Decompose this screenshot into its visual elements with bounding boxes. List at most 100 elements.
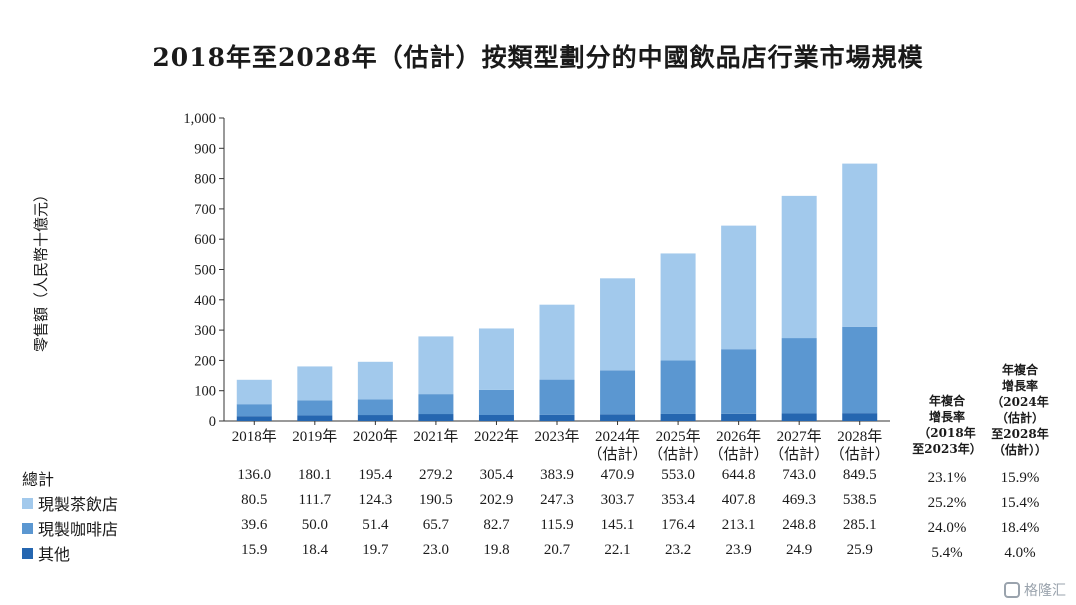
chart-title: 2018年至2028年（估計）按類型劃分的中國飲品店行業市場規模 (152, 43, 924, 72)
x-tick-label: 2020年 (353, 428, 398, 445)
y-tick-label: 300 (194, 323, 216, 339)
table-cell: 145.1 (600, 517, 635, 533)
y-axis-label: 零售額（人民幣十億元） (33, 187, 50, 352)
bar-segment (478, 328, 514, 390)
table-cell: 644.8 (721, 467, 756, 483)
table-cell: 18.4 (301, 542, 328, 558)
cagr-header-line: 至2028年 (991, 427, 1049, 441)
cagr-2018-2023-cell: 5.4% (931, 545, 963, 561)
bar-segment (600, 278, 636, 371)
x-tick-label: （估計） (648, 446, 708, 463)
cagr-2018-2023-header: 年複合 增長率 （2018年 至2023年） (907, 393, 987, 457)
table-cell: 743.0 (782, 467, 817, 483)
x-tick-label: 2024年 (595, 428, 640, 445)
bar-segment (781, 195, 817, 339)
bar-segment (842, 163, 878, 327)
bar-segment (418, 414, 454, 421)
legend-swatch (22, 497, 33, 509)
cagr-header-line: 至2023年） (912, 442, 982, 456)
table-cell: 553.0 (661, 467, 695, 483)
legend-label: 現製咖啡店 (38, 520, 119, 539)
bar-segment (600, 370, 636, 415)
table-cell: 470.9 (600, 467, 635, 483)
table-cell: 849.5 (842, 467, 877, 483)
table-cell: 353.4 (661, 492, 695, 508)
bar-segment (297, 366, 333, 401)
cagr-header-line: （估計）） (992, 443, 1047, 457)
cagr-2018-2023-cell: 25.2% (927, 495, 967, 511)
table-cell: 180.1 (297, 467, 332, 483)
bar-segment (357, 361, 393, 400)
y-tick-label: 400 (194, 293, 216, 309)
table-cell: 23.2 (664, 542, 692, 558)
cagr-header-line: 增長率 (1001, 379, 1038, 393)
table-cell: 407.8 (721, 492, 756, 508)
table-row-label: 其他 (22, 541, 70, 565)
table-cell: 136.0 (237, 467, 272, 483)
table-cell: 195.4 (358, 467, 393, 483)
cagr-header-line: （2018年 (918, 426, 976, 440)
table-row-label: 總計 (22, 466, 54, 490)
table-cell: 303.7 (600, 492, 635, 508)
bar-segment (721, 413, 757, 421)
cagr-2024-2028-cell: 15.9% (1000, 470, 1040, 486)
cagr-header-line: 年複合 (928, 394, 965, 408)
bar-segment (297, 415, 333, 421)
table-cell: 39.6 (241, 517, 268, 533)
bar-segment (236, 379, 272, 405)
cagr-2024-2028-header: 年複合增長率 （2024年 （估計） 至2028年 （估計）） (980, 362, 1060, 458)
table-cell: 15.9 (241, 542, 268, 558)
x-tick-label: 2028年 (837, 428, 882, 445)
table-cell: 202.9 (479, 492, 514, 508)
y-tick-label: 200 (194, 353, 216, 369)
x-tick-label: 2021年 (413, 428, 458, 445)
y-tick-label: 100 (194, 384, 216, 400)
bar-segment (721, 225, 757, 350)
legend-swatch (22, 547, 33, 559)
table-cell: 111.7 (298, 492, 332, 508)
table-cell: 23.0 (422, 542, 450, 558)
bar-segment (781, 413, 817, 421)
x-tick-label: 2018年 (232, 428, 277, 445)
x-tick-label: （估計） (769, 446, 829, 463)
table-row-label: 現製咖啡店 (22, 516, 118, 540)
legend-swatch (22, 522, 33, 534)
bar-segment (418, 336, 454, 395)
table-cell: 124.3 (358, 492, 393, 508)
table-cell: 80.5 (241, 492, 268, 508)
y-tick-label: 700 (194, 202, 216, 218)
y-tick-label: 500 (194, 263, 216, 279)
cagr-header-line: （估計） (995, 411, 1044, 425)
x-tick-label: 2022年 (474, 428, 519, 445)
table-cell: 115.9 (540, 517, 574, 533)
bar-segment (781, 338, 817, 414)
bar-segment (236, 404, 272, 417)
table-cell: 469.3 (782, 492, 817, 508)
bar-segment (357, 399, 393, 416)
cagr-header-line: （2024年 (991, 395, 1049, 409)
table-cell: 285.1 (842, 517, 877, 533)
y-tick-label: 800 (194, 172, 216, 188)
watermark-text: 格隆汇 (1024, 583, 1066, 599)
table-cell: 19.8 (483, 542, 510, 558)
bar-segment (478, 389, 514, 416)
bar-segment (236, 416, 272, 421)
table-row-label: 現製茶飲店 (22, 491, 118, 515)
x-tick-label: 2026年 (716, 428, 761, 445)
table-cell: 213.1 (721, 517, 756, 533)
bar-segment (539, 414, 575, 421)
cagr-2018-2023-cell: 23.1% (927, 470, 967, 486)
cagr-header-line: 年複合 (1001, 363, 1038, 377)
legend-label: 現製茶飲店 (38, 495, 119, 514)
bar-segment (842, 413, 878, 421)
bar-segment (418, 394, 454, 415)
y-tick-label: 0 (209, 414, 216, 430)
table-cell: 305.4 (479, 467, 514, 483)
x-tick-label: 2027年 (777, 428, 822, 445)
y-tick-label: 600 (194, 232, 216, 248)
table-cell: 65.7 (422, 517, 450, 533)
table-cell: 247.3 (540, 492, 574, 508)
x-tick-label: 2019年 (292, 428, 337, 445)
bar-segment (721, 349, 757, 414)
table-cell: 82.7 (483, 517, 510, 533)
